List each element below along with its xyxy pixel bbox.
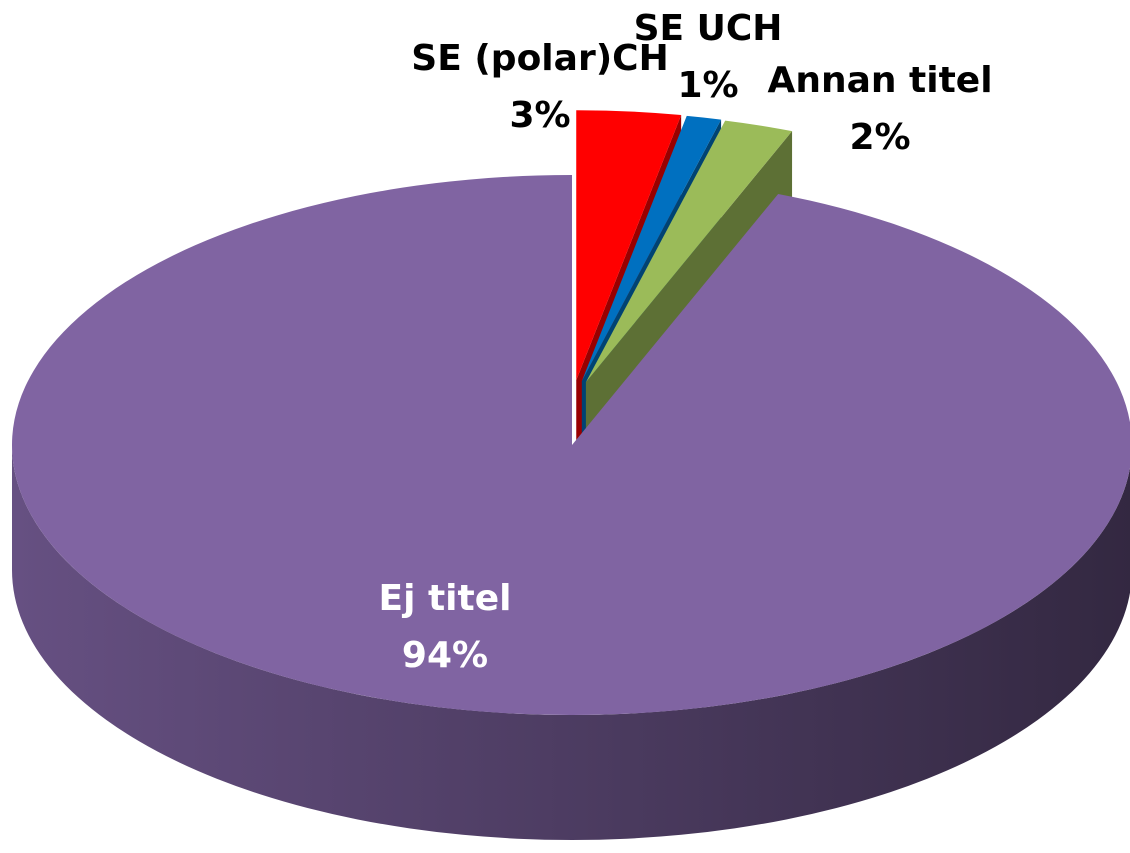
slice-label: SE UCH xyxy=(634,8,783,49)
slice-side xyxy=(12,445,1130,840)
slice xyxy=(12,175,1130,715)
slice-label: Ej titel xyxy=(379,578,512,619)
slice-label: Annan titel xyxy=(767,60,992,101)
slice-value-label: 2% xyxy=(849,117,910,158)
slice-value-label: 1% xyxy=(677,65,738,106)
slice-value-label: 94% xyxy=(402,635,488,676)
slice xyxy=(585,120,793,383)
slice xyxy=(576,110,682,381)
slice-label: SE (polar)CH xyxy=(411,38,668,79)
slice-value-label: 3% xyxy=(509,95,570,136)
slice xyxy=(581,115,722,382)
